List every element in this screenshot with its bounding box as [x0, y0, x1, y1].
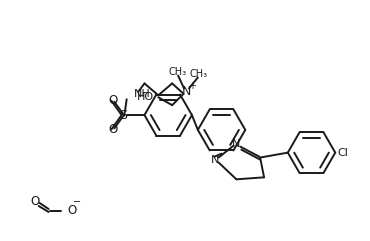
Text: −: − [73, 197, 81, 207]
Text: O: O [67, 204, 77, 217]
Text: O: O [108, 123, 117, 136]
Text: CH₃: CH₃ [190, 68, 208, 79]
Text: O: O [30, 194, 39, 208]
Text: +: + [188, 81, 196, 91]
Text: N: N [232, 139, 241, 149]
Text: S: S [119, 108, 127, 121]
Text: HO: HO [137, 92, 154, 102]
Text: N: N [211, 154, 219, 165]
Text: NH: NH [134, 89, 150, 99]
Text: N: N [181, 85, 191, 98]
Text: O: O [108, 94, 117, 107]
Text: Cl: Cl [337, 148, 348, 158]
Text: CH₃: CH₃ [168, 67, 186, 77]
